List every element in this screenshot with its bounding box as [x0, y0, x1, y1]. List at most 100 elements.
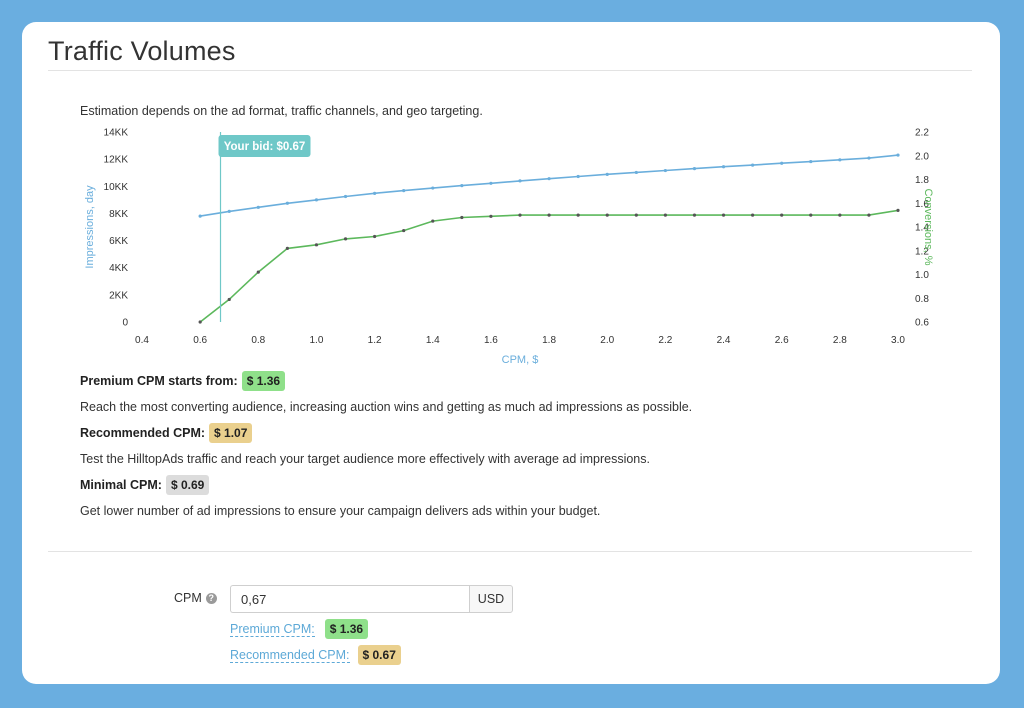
- conversions-point: [605, 213, 609, 217]
- conversions-point: [256, 270, 260, 274]
- premium-cpm-link[interactable]: Premium CPM:: [230, 621, 315, 637]
- y-left-tick-label: 12KK: [104, 155, 129, 166]
- recommended-cpm-link[interactable]: Recommended CPM:: [230, 647, 350, 663]
- x-tick-label: 1.8: [542, 335, 556, 346]
- title-divider: [48, 70, 972, 71]
- impressions-point: [721, 165, 726, 169]
- conversions-point: [896, 208, 900, 212]
- tier-description: Get lower number of ad impressions to en…: [80, 504, 601, 518]
- bid-tooltip-label: Your bid: $0.67: [224, 141, 306, 153]
- recommended-cpm-hint-badge: $ 0.67: [357, 645, 401, 665]
- y-left-tick-label: 0: [122, 318, 128, 329]
- x-tick-label: 1.0: [310, 335, 324, 346]
- premium-cpm-badge: $ 1.36: [241, 371, 286, 391]
- conversions-point: [721, 213, 726, 217]
- impressions-point: [460, 184, 464, 188]
- conversions-point: [692, 213, 697, 217]
- impressions-point: [285, 201, 289, 205]
- conversions-point: [373, 234, 377, 239]
- x-tick-label: 0.4: [135, 335, 149, 346]
- page-title: Traffic Volumes: [48, 36, 236, 66]
- x-tick-label: 2.6: [775, 335, 789, 346]
- conversions-point: [285, 246, 289, 250]
- impressions-point: [314, 198, 319, 202]
- x-tick-label: 2.4: [717, 335, 731, 346]
- y-left-tick-label: 4KK: [109, 263, 128, 274]
- conversions-point: [460, 215, 464, 220]
- x-tick-label: 0.6: [193, 335, 207, 346]
- impressions-point: [547, 177, 551, 181]
- y-left-axis-label: Impressions, day: [84, 185, 96, 269]
- impressions-point: [227, 209, 231, 213]
- impressions-point: [809, 159, 813, 164]
- x-tick-label: 2.2: [658, 335, 672, 346]
- conversions-point: [489, 214, 493, 218]
- bid-tooltip: [218, 135, 311, 157]
- cpm-input[interactable]: [230, 585, 470, 613]
- minimal-cpm-tier: Minimal CPM: $ 0.69 Get lower number of …: [80, 475, 600, 518]
- tier-label: Minimal CPM:: [80, 478, 162, 492]
- impressions-point: [402, 189, 406, 193]
- x-tick-label: 0.8: [251, 335, 265, 346]
- recommended-cpm-tier: Recommended CPM: $ 1.07 Test the Hilltop…: [80, 423, 650, 466]
- y-right-tick-label: 0.6: [915, 318, 929, 329]
- y-left-tick-label: 6KK: [109, 236, 128, 247]
- impressions-point: [373, 191, 377, 195]
- y-right-axis-label: Conversions, %: [922, 188, 934, 265]
- tier-label: Premium CPM starts from:: [80, 374, 238, 388]
- conversions-point: [227, 297, 231, 302]
- conversions-point: [198, 320, 202, 324]
- currency-addon: USD: [469, 585, 513, 613]
- y-left-tick-label: 2KK: [109, 290, 128, 301]
- conversions-point: [838, 213, 842, 217]
- section-divider: [48, 551, 972, 552]
- conversions-point: [547, 213, 551, 217]
- impressions-point: [896, 153, 900, 157]
- impressions-point: [838, 158, 842, 162]
- y-right-tick-label: 1.6: [915, 199, 929, 210]
- conversions-point: [867, 213, 871, 217]
- conversions-point: [402, 228, 406, 233]
- y-left-tick-label: 10KK: [104, 182, 129, 193]
- cpm-field-label: CPM ?: [174, 591, 217, 605]
- help-icon[interactable]: ?: [205, 592, 217, 604]
- impressions-point: [431, 186, 435, 190]
- conversions-point: [780, 213, 784, 217]
- minimal-cpm-badge: $ 0.69: [165, 475, 210, 495]
- conversions-point: [576, 213, 580, 217]
- x-tick-label: 3.0: [891, 335, 905, 346]
- x-tick-label: 2.8: [833, 335, 847, 346]
- x-axis-label: CPM, $: [502, 354, 539, 366]
- y-right-tick-label: 1.4: [915, 223, 929, 234]
- tier-description: Test the HilltopAds traffic and reach yo…: [80, 452, 650, 466]
- conversions-point: [809, 213, 813, 217]
- impressions-point: [576, 174, 580, 179]
- traffic-chart: 0.4 0.6 0.8 1.0 1.2 1.4 1.6 1.8 2.0 2.2 2.4 2.6 2.8 3…: [84, 128, 934, 367]
- traffic-volumes-card: Traffic Volumes Estimation depends on th…: [22, 22, 1000, 684]
- x-tick-label: 1.4: [426, 335, 440, 346]
- impressions-series-line: [200, 154, 899, 217]
- impressions-point: [343, 194, 348, 199]
- conversions-point: [343, 237, 348, 241]
- y-right-tick-label: 0.8: [915, 294, 929, 305]
- y-right-tick-label: 1.2: [915, 246, 929, 257]
- impressions-point: [634, 170, 638, 175]
- conversions-series-line: [199, 209, 899, 323]
- y-right-tick-label: 1.0: [915, 270, 929, 281]
- y-right-tick-label: 1.8: [915, 175, 929, 186]
- tier-description: Reach the most converting audience, incr…: [80, 400, 693, 414]
- impressions-point: [663, 168, 667, 173]
- impressions-point: [198, 214, 202, 218]
- conversions-point: [751, 213, 755, 217]
- cpm-label-text: CPM: [174, 591, 202, 605]
- impressions-point: [751, 163, 755, 167]
- y-right-tick-label: 2.2: [915, 128, 929, 139]
- premium-cpm-hint-badge: $ 1.36: [324, 619, 369, 639]
- conversions-point: [634, 213, 638, 217]
- y-right-tick-label: 2.0: [915, 151, 929, 162]
- recommended-cpm-badge: $ 1.07: [209, 423, 253, 443]
- conversions-point: [663, 213, 667, 217]
- y-left-tick-label: 14KK: [104, 128, 129, 139]
- impressions-point: [489, 181, 493, 185]
- tier-label: Recommended CPM:: [80, 426, 206, 440]
